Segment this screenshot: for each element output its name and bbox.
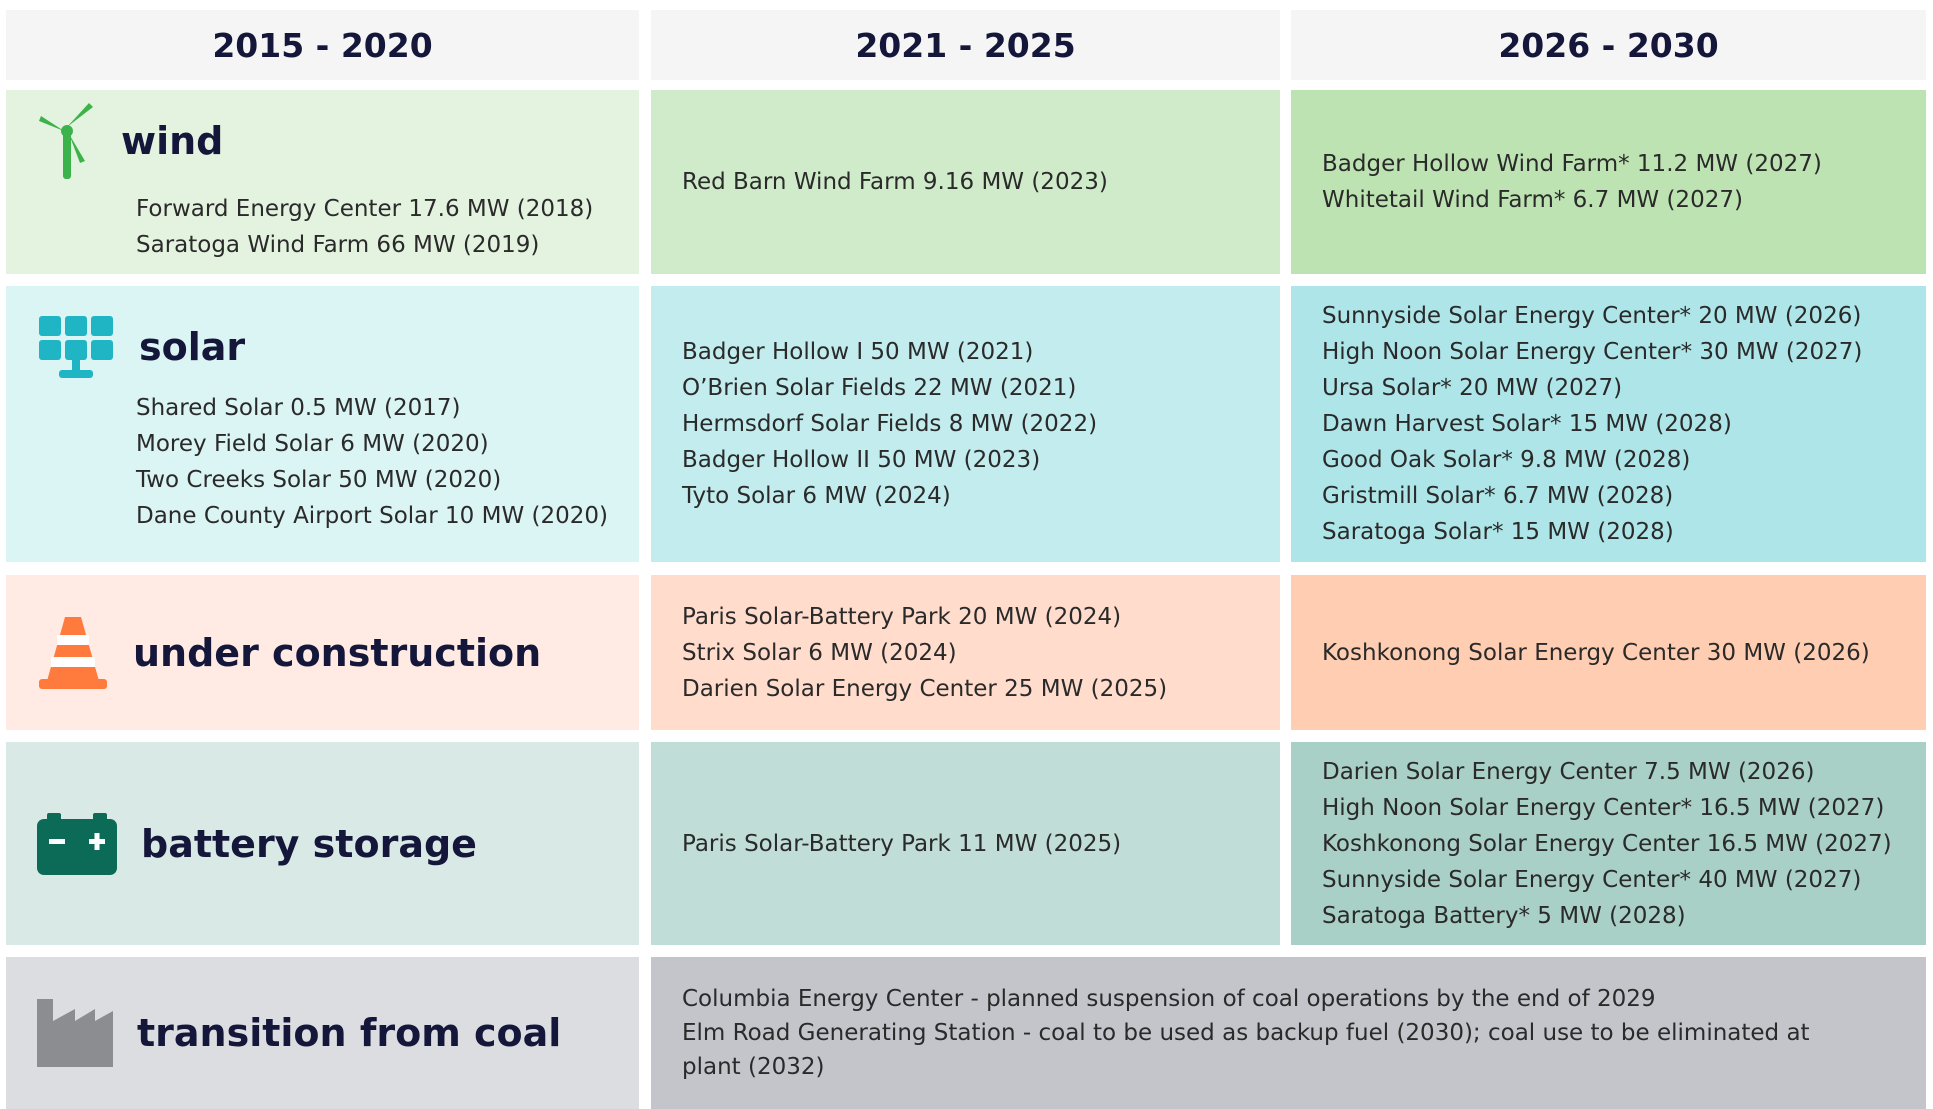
cell: Darien Solar Energy Center 7.5 MW (2026)…	[1291, 742, 1926, 945]
item: Whitetail Wind Farm* 6.7 MW (2027)	[1322, 187, 1743, 213]
item: Red Barn Wind Farm 9.16 MW (2023)	[682, 169, 1108, 195]
item: Ursa Solar* 20 MW (2027)	[1322, 375, 1623, 401]
column-header: 2021 - 2025	[651, 10, 1280, 80]
row-label: wind	[37, 101, 639, 181]
item: Koshkonong Solar Energy Center 30 MW (20…	[1322, 639, 1870, 666]
items: Forward Energy Center 17.6 MW (2018) Sara…	[37, 191, 639, 263]
label-text: transition from coal	[137, 1011, 562, 1055]
column-header: 2026 - 2030	[1291, 10, 1926, 80]
item: Darien Solar Energy Center 7.5 MW (2026)	[1322, 758, 1815, 785]
item: Elm Road Generating Station - coal to be…	[682, 1020, 1810, 1080]
item: Sunnyside Solar Energy Center* 40 MW (20…	[1322, 866, 1862, 893]
icon	[39, 103, 93, 179]
item: Dawn Harvest Solar* 15 MW (2028)	[1322, 411, 1732, 437]
item: Badger Hollow I 50 MW (2021)	[682, 339, 1034, 365]
item: Saratoga Battery* 5 MW (2028)	[1322, 902, 1686, 929]
icon	[39, 316, 113, 378]
cell: wind Forward Energy Center 17.6 MW (2018)…	[6, 90, 639, 274]
item: Darien Solar Energy Center 25 MW (2025)	[682, 675, 1168, 702]
item: Sunnyside Solar Energy Center* 20 MW (20…	[1322, 303, 1862, 329]
cell: Red Barn Wind Farm 9.16 MW (2023)	[651, 90, 1280, 274]
icon	[37, 999, 113, 1067]
item: Badger Hollow Wind Farm* 11.2 MW (2027)	[1322, 151, 1822, 177]
row-label: under construction	[37, 615, 639, 691]
item: Morey Field Solar 6 MW (2020)	[136, 431, 489, 457]
row-label: solar	[37, 314, 639, 380]
row-label: battery storage	[37, 812, 639, 875]
item: High Noon Solar Energy Center* 30 MW (20…	[1322, 339, 1863, 365]
cell: Sunnyside Solar Energy Center* 20 MW (20…	[1291, 286, 1926, 562]
row-label: transition from coal	[37, 999, 639, 1067]
item: Tyto Solar 6 MW (2024)	[682, 483, 951, 509]
item: Shared Solar 0.5 MW (2017)	[136, 395, 461, 421]
cell: battery storage	[6, 742, 639, 945]
item: Hermsdorf Solar Fields 8 MW (2022)	[682, 411, 1098, 437]
item: Saratoga Solar* 15 MW (2028)	[1322, 519, 1674, 545]
cell: solar Shared Solar 0.5 MW (2017) Morey Fie…	[6, 286, 639, 562]
item: Paris Solar-Battery Park 11 MW (2025)	[682, 830, 1122, 857]
item: Two Creeks Solar 50 MW (2020)	[136, 467, 502, 493]
item: Forward Energy Center 17.6 MW (2018)	[136, 196, 594, 222]
cell: transition from coal	[6, 957, 639, 1109]
item: High Noon Solar Energy Center* 16.5 MW (…	[1322, 794, 1885, 821]
cell: Koshkonong Solar Energy Center 30 MW (20…	[1291, 575, 1926, 730]
item: Good Oak Solar* 9.8 MW (2028)	[1322, 447, 1691, 473]
cell: Paris Solar-Battery Park 20 MW (2024) Str…	[651, 575, 1280, 730]
column-header: 2015 - 2020	[6, 10, 639, 80]
label-text: wind	[121, 119, 224, 163]
item: Paris Solar-Battery Park 20 MW (2024)	[682, 603, 1122, 630]
items: Shared Solar 0.5 MW (2017) Morey Field So…	[37, 390, 639, 534]
icon	[39, 616, 107, 689]
item: Gristmill Solar* 6.7 MW (2028)	[1322, 483, 1674, 509]
cell: Columbia Energy Center - planned suspens…	[651, 957, 1926, 1109]
label-text: solar	[139, 325, 246, 369]
item: Saratoga Wind Farm 66 MW (2019)	[136, 232, 540, 258]
label-text: under construction	[133, 630, 542, 675]
item: Columbia Energy Center - planned suspens…	[682, 986, 1656, 1012]
item: Dane County Airport Solar 10 MW (2020)	[136, 503, 608, 529]
cell: Badger Hollow Wind Farm* 11.2 MW (2027) W…	[1291, 90, 1926, 274]
label-text: battery storage	[141, 821, 477, 866]
cell: under construction	[6, 575, 639, 730]
item: Badger Hollow II 50 MW (2023)	[682, 447, 1041, 473]
item: Koshkonong Solar Energy Center 16.5 MW (…	[1322, 830, 1892, 857]
item: O’Brien Solar Fields 22 MW (2021)	[682, 375, 1077, 401]
icon	[37, 812, 117, 875]
item: Strix Solar 6 MW (2024)	[682, 639, 957, 666]
cell: Paris Solar-Battery Park 11 MW (2025)	[651, 742, 1280, 945]
cell: Badger Hollow I 50 MW (2021) O’Brien Sola…	[651, 286, 1280, 562]
